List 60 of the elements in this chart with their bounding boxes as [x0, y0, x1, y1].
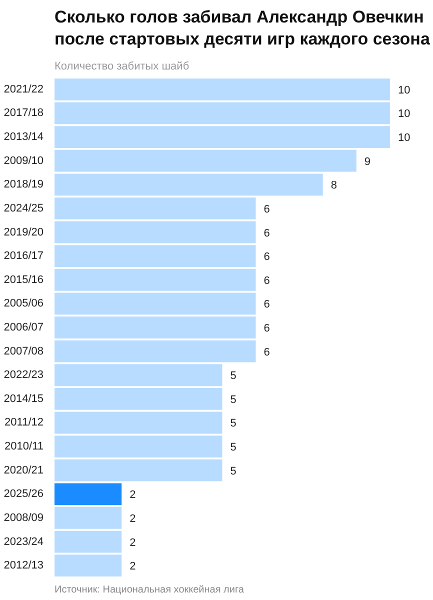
- bar: [54, 507, 122, 529]
- y-tick-label: 2017/18: [4, 107, 44, 120]
- data-label: 5: [230, 442, 236, 454]
- bar: [54, 245, 256, 268]
- data-label: 6: [264, 298, 270, 311]
- data-label: 6: [264, 346, 270, 358]
- bar: [54, 554, 122, 577]
- data-label: 8: [330, 180, 337, 192]
- y-tick-label: 2014/15: [4, 392, 44, 405]
- data-label: 9: [364, 156, 371, 168]
- y-tick-label: 2013/14: [4, 131, 44, 144]
- y-tick-label: 2009/10: [4, 154, 44, 167]
- y-tick-label: 2019/20: [4, 226, 44, 238]
- data-label: 5: [230, 465, 236, 478]
- data-label: 5: [230, 370, 236, 382]
- y-tick-label: 2025/26: [4, 488, 44, 500]
- bar: [54, 530, 122, 553]
- data-label: 10: [398, 108, 410, 120]
- bar: [54, 459, 222, 482]
- y-tick-label: 2012/13: [4, 560, 44, 572]
- bar: [54, 436, 222, 458]
- data-label: 5: [230, 418, 236, 430]
- chart-subtitle: Количество забитых шайб: [54, 60, 190, 72]
- bar: [54, 126, 390, 148]
- data-label: 6: [264, 322, 270, 334]
- y-tick-label: 2015/16: [4, 274, 44, 286]
- y-tick-label: 2023/24: [4, 536, 44, 548]
- bar: [54, 412, 222, 434]
- bar: [54, 483, 122, 506]
- bar: [54, 78, 390, 100]
- y-tick-label: 2021/22: [4, 83, 44, 96]
- text: Источник: Национальная хоккейная лига: [54, 584, 244, 596]
- y-tick-label: 2024/25: [4, 202, 44, 214]
- y-tick-label: 2020/21: [4, 464, 44, 476]
- data-label: 6: [264, 274, 270, 287]
- data-label: 2: [130, 536, 136, 549]
- data-label: 6: [264, 227, 270, 240]
- bar: [54, 388, 222, 410]
- y-tick-label: 2008/09: [4, 512, 44, 524]
- data-label: 6: [264, 203, 270, 216]
- y-tick-label: 2006/07: [4, 322, 44, 334]
- y-tick-label: 2007/08: [4, 345, 44, 358]
- y-tick-label: 2010/11: [4, 440, 44, 453]
- bar: [54, 198, 256, 220]
- y-tick-label: 2005/06: [4, 298, 44, 310]
- bar: [54, 102, 390, 124]
- data-label: 2: [130, 560, 136, 573]
- y-tick-label: 2018/19: [4, 178, 44, 191]
- y-tick-label: 2016/17: [4, 250, 44, 262]
- data-label: 10: [398, 132, 410, 144]
- data-label: 2: [130, 512, 136, 525]
- data-label: 2: [130, 489, 136, 502]
- bar: [54, 316, 256, 338]
- y-tick-label: 2022/23: [4, 369, 44, 382]
- data-label: 5: [230, 394, 236, 406]
- y-tick-label: 2011/12: [4, 416, 44, 429]
- data-label: 10: [398, 84, 410, 96]
- data-label: 6: [264, 251, 270, 264]
- bar: [54, 221, 256, 244]
- chart-title: Сколько голов забивал Александр Овечкин после стартовых десяти игр каждого сезона: [54, 8, 430, 48]
